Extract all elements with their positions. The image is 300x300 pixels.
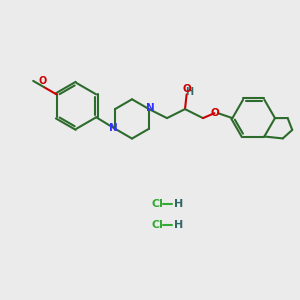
Text: N: N <box>146 103 155 113</box>
Text: H: H <box>174 199 183 209</box>
Text: Cl: Cl <box>151 220 163 230</box>
Text: H: H <box>185 87 194 98</box>
Text: Cl: Cl <box>151 199 163 209</box>
Text: H: H <box>174 220 183 230</box>
Text: N: N <box>109 123 117 133</box>
Text: O: O <box>210 108 219 118</box>
Text: O: O <box>39 76 47 86</box>
Text: O: O <box>182 84 191 94</box>
